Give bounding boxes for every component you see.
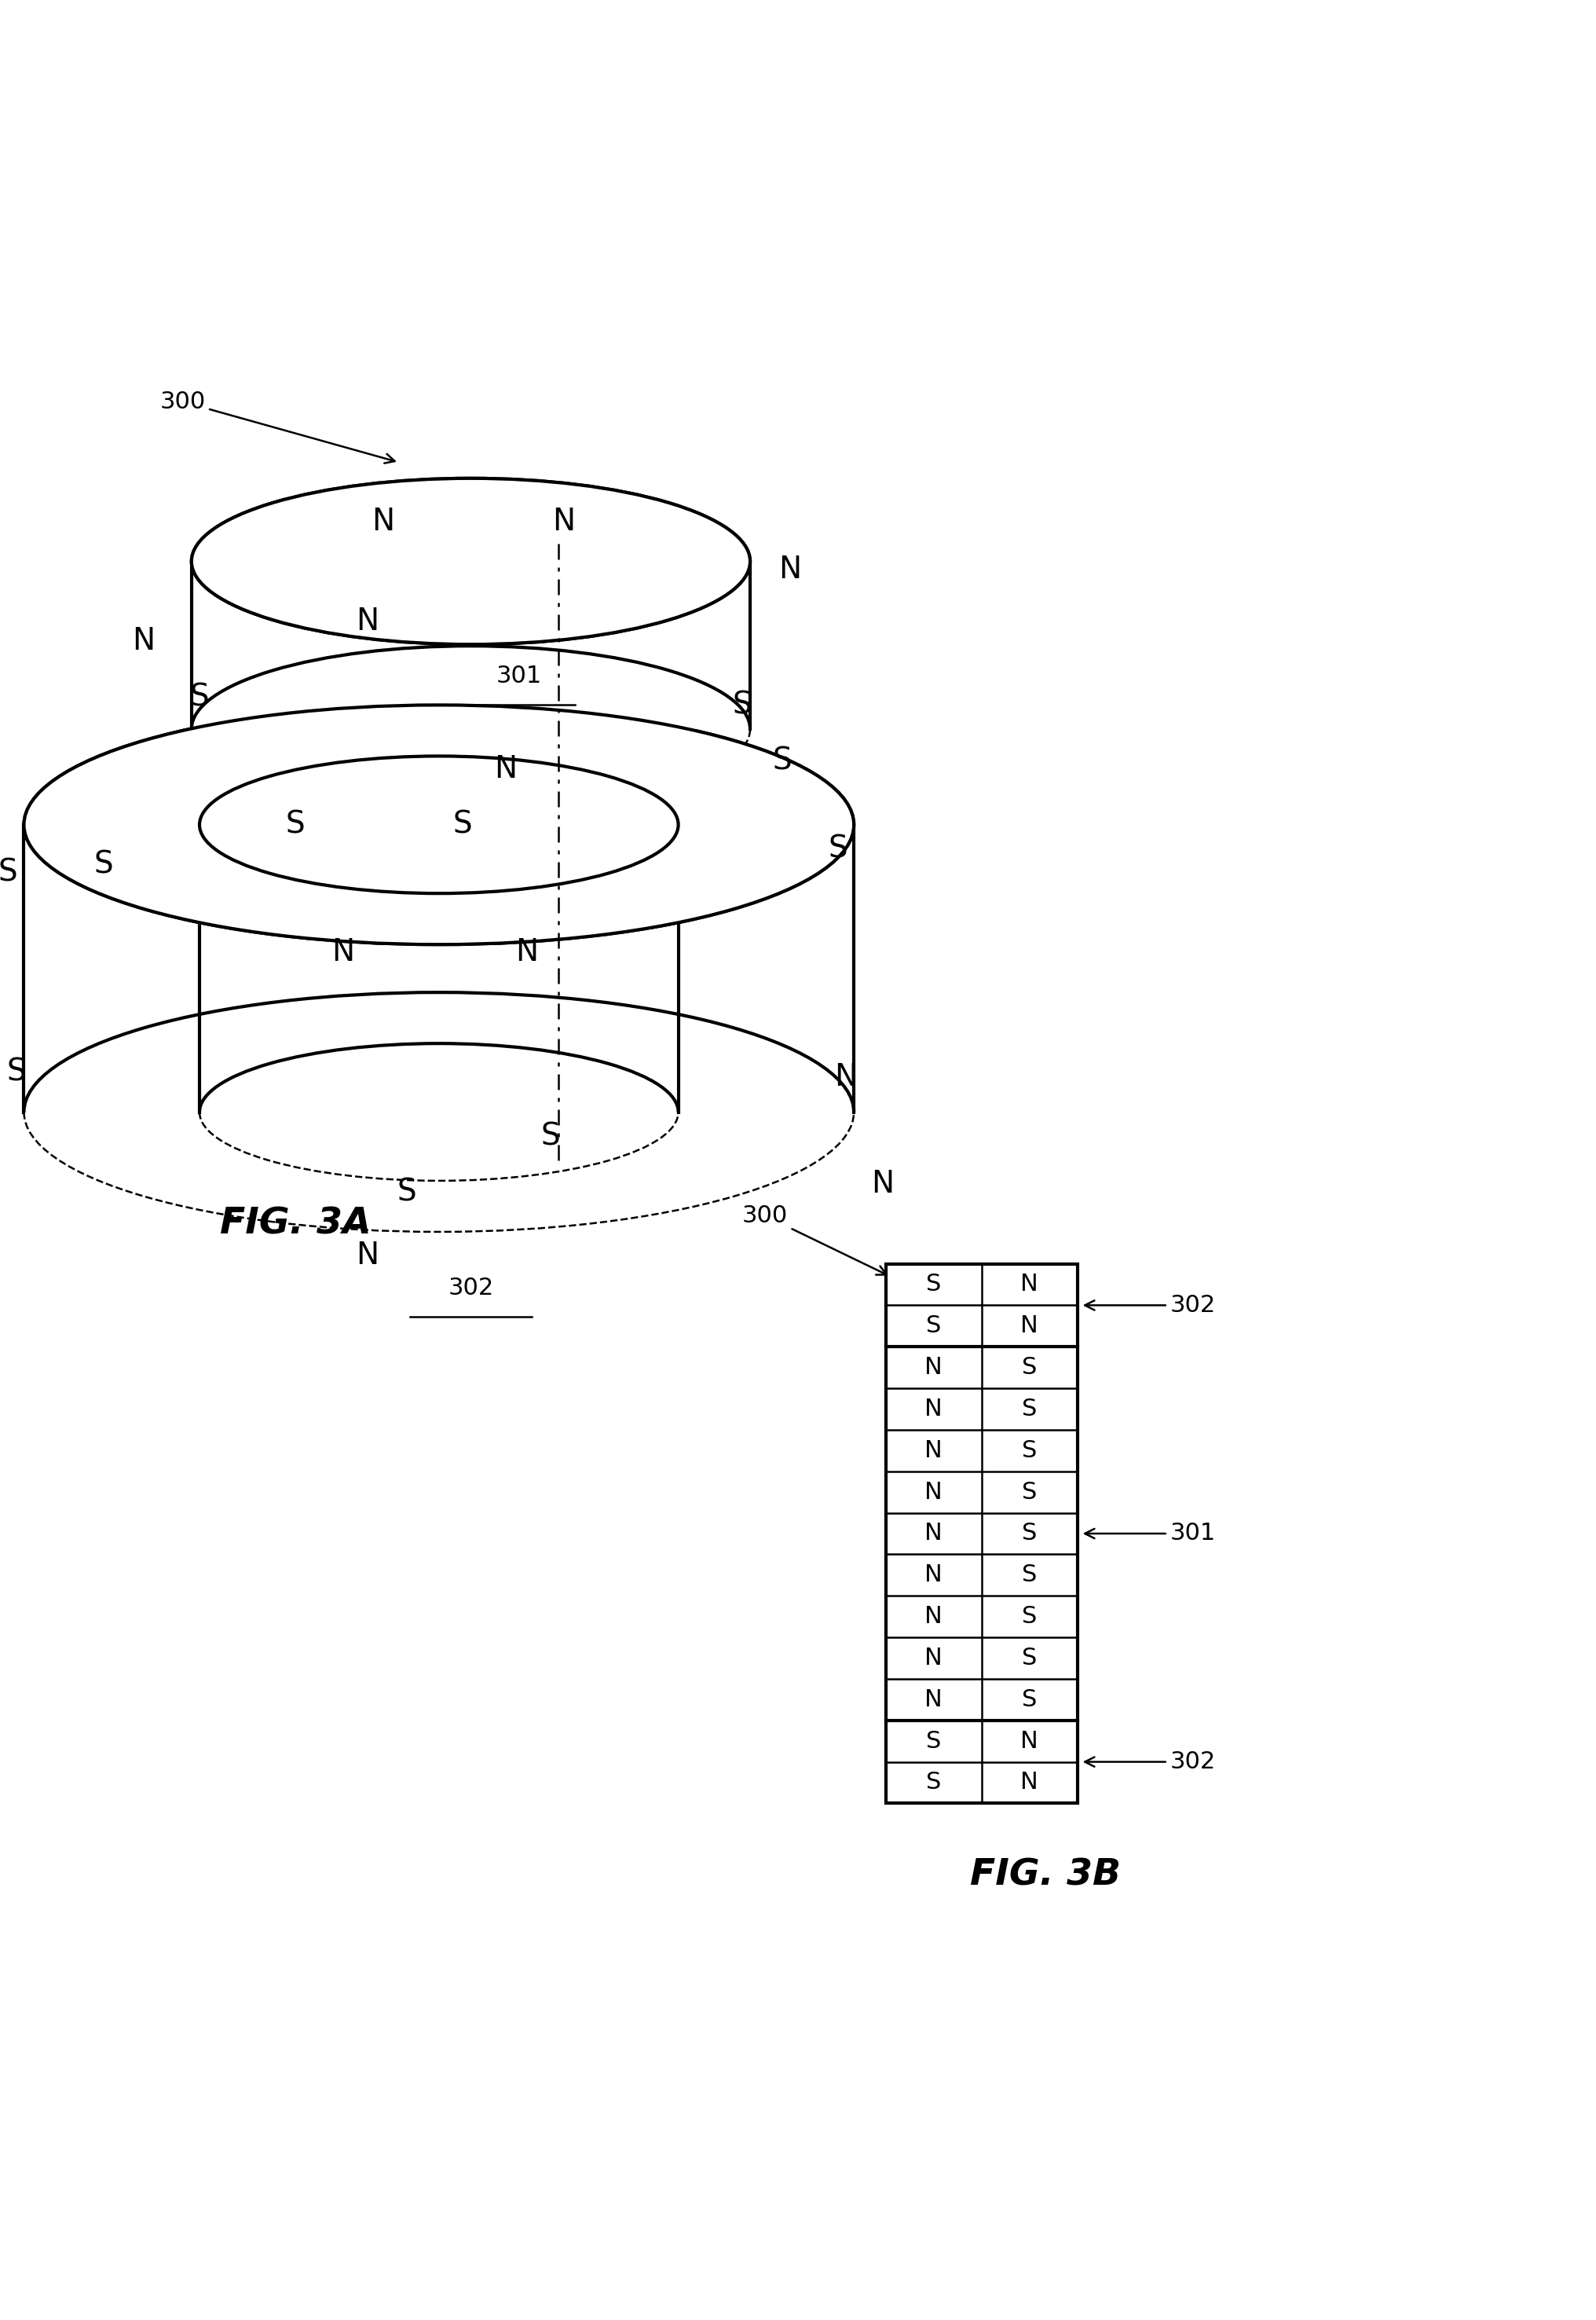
Text: S: S	[1021, 1605, 1037, 1629]
Bar	[192, 561, 750, 728]
Text: S: S	[1021, 1522, 1037, 1545]
Ellipse shape	[200, 756, 678, 893]
Text: FIG. 3A: FIG. 3A	[220, 1206, 370, 1241]
Text: S: S	[1021, 1689, 1037, 1710]
Text: N: N	[356, 606, 378, 636]
Text: S: S	[397, 1176, 417, 1206]
Text: S: S	[772, 747, 792, 775]
Text: N: N	[495, 754, 517, 784]
Text: 301: 301	[1085, 1522, 1216, 1545]
Ellipse shape	[24, 705, 854, 944]
Text: N: N	[1020, 1315, 1039, 1336]
Text: S: S	[926, 1274, 942, 1297]
Text: N: N	[924, 1438, 943, 1462]
Text: N: N	[924, 1480, 943, 1503]
Text: S: S	[541, 1121, 560, 1151]
Text: N: N	[924, 1357, 943, 1378]
Text: S: S	[453, 810, 472, 840]
Text: N: N	[1020, 1770, 1039, 1793]
Text: N: N	[924, 1564, 943, 1587]
Text: N: N	[552, 506, 575, 536]
Text: N: N	[132, 626, 155, 657]
Text: 302: 302	[448, 1276, 493, 1299]
Text: N: N	[356, 1241, 378, 1271]
Ellipse shape	[192, 478, 750, 645]
Text: S: S	[6, 1058, 26, 1088]
Text: S: S	[1021, 1397, 1037, 1420]
Text: N: N	[1020, 1274, 1039, 1297]
Text: S: S	[926, 1315, 942, 1336]
Text: S: S	[190, 682, 209, 712]
Bar	[886, 1264, 1077, 1803]
Text: S: S	[828, 833, 847, 863]
Text: N: N	[871, 1169, 894, 1199]
Text: N: N	[516, 937, 538, 967]
Ellipse shape	[200, 756, 678, 893]
Text: S: S	[1021, 1438, 1037, 1462]
Bar	[24, 824, 854, 1111]
Ellipse shape	[24, 705, 854, 944]
Text: N: N	[924, 1397, 943, 1420]
Ellipse shape	[192, 478, 750, 645]
Text: N: N	[332, 937, 354, 967]
Text: 302: 302	[1085, 1295, 1216, 1318]
Text: N: N	[835, 1063, 857, 1093]
Bar	[200, 824, 678, 1111]
Text: 302: 302	[1085, 1752, 1216, 1772]
Text: S: S	[94, 849, 113, 879]
Text: 301: 301	[496, 666, 541, 687]
Text: FIG. 3B: FIG. 3B	[970, 1858, 1120, 1893]
Text: S: S	[926, 1770, 942, 1793]
Text: N: N	[924, 1647, 943, 1670]
Text: S: S	[1021, 1564, 1037, 1587]
Text: N: N	[372, 506, 394, 536]
Text: N: N	[924, 1522, 943, 1545]
Text: N: N	[924, 1605, 943, 1629]
Text: 300: 300	[742, 1204, 887, 1274]
Text: S: S	[1021, 1647, 1037, 1670]
Text: S: S	[1021, 1357, 1037, 1378]
Text: N: N	[779, 554, 801, 585]
Text: S: S	[733, 689, 752, 719]
Text: 300: 300	[160, 390, 394, 464]
Text: S: S	[286, 810, 305, 840]
Text: N: N	[1020, 1731, 1039, 1752]
Text: S: S	[926, 1731, 942, 1752]
Text: S: S	[1021, 1480, 1037, 1503]
Text: S: S	[0, 858, 18, 889]
Text: N: N	[924, 1689, 943, 1710]
